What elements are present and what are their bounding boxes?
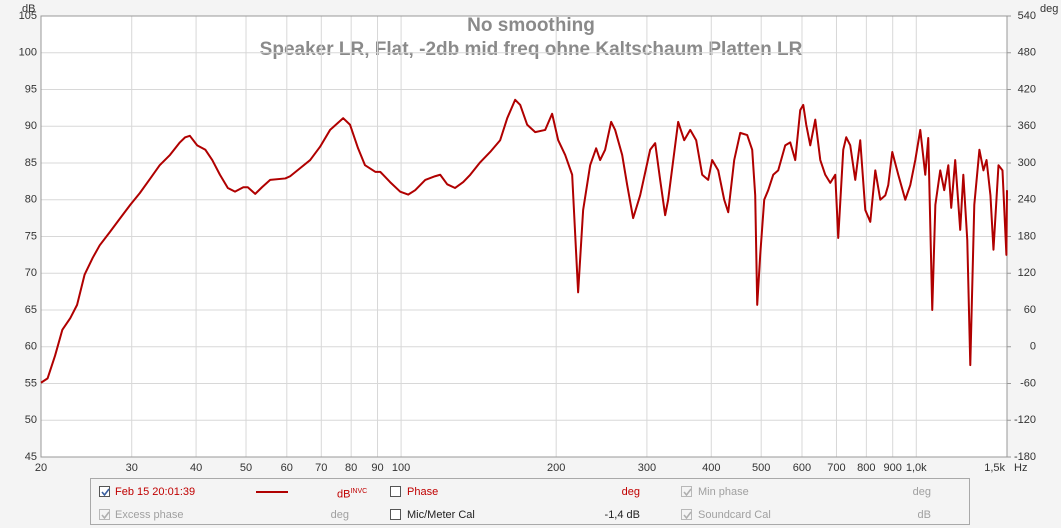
unit: dBINVC (337, 485, 367, 502)
y2-tick-label: -180 (1014, 451, 1036, 463)
cal-value: -1,4 dB (604, 509, 640, 521)
legend-entry: Excess phase (115, 509, 184, 521)
y-tick-label: 90 (25, 120, 37, 132)
x-axis-label: Hz (1014, 462, 1027, 474)
x-tick-label: 100 (392, 462, 410, 474)
y-tick-label: 80 (25, 194, 37, 206)
x-tick-label: 1,0k (906, 462, 927, 474)
x-tick-label: 200 (547, 462, 565, 474)
y-tick-label: 100 (19, 47, 37, 59)
y2-tick-label: 0 (1030, 341, 1036, 353)
x-tick-label: 700 (827, 462, 845, 474)
y2-tick-label: 540 (1018, 10, 1036, 22)
y-tick-label: 65 (25, 304, 37, 316)
y-tick-label: 75 (25, 230, 37, 242)
y2-tick-label: 240 (1018, 194, 1036, 206)
checkbox (99, 509, 110, 520)
legend-entry: Min phase (698, 486, 749, 498)
x-tick-label: 600 (793, 462, 811, 474)
y-axis-label: dB (22, 3, 35, 15)
y2-tick-label: -60 (1020, 377, 1036, 389)
chart: No smoothing Speaker LR, Flat, -2db mid … (19, 3, 1059, 474)
x-tick-label: 30 (126, 462, 138, 474)
chart-subtitle: Speaker LR, Flat, -2db mid freq ohne Kal… (260, 39, 803, 60)
unit-flag: INVC (350, 488, 368, 495)
x-tick-label: 900 (884, 462, 902, 474)
y-tick-label: 55 (25, 377, 37, 389)
legend-swatch (256, 491, 288, 493)
chart-title: No smoothing (467, 15, 595, 36)
legend-entry: Soundcard Cal (698, 509, 771, 521)
unit: deg (621, 486, 640, 498)
x-tick-label: 1,5k (984, 462, 1005, 474)
y-tick-label: 50 (25, 414, 37, 426)
y2-tick-label: 300 (1018, 157, 1036, 169)
unit: dB (917, 509, 931, 521)
checkbox[interactable] (99, 486, 110, 497)
y2-tick-label: 60 (1024, 304, 1036, 316)
y2-tick-label: 360 (1018, 120, 1036, 132)
x-tick-label: 80 (345, 462, 357, 474)
y2-axis-label: deg (1040, 3, 1058, 15)
x-tick-label: 300 (638, 462, 656, 474)
x-tick-label: 90 (371, 462, 383, 474)
checkbox (681, 486, 692, 497)
legend-entry: Feb 15 20:01:39 (115, 486, 196, 498)
x-tick-label: 60 (281, 462, 293, 474)
x-tick-label: 20 (35, 462, 47, 474)
y-tick-label: 105 (19, 10, 37, 22)
y-tick-label: 60 (25, 341, 37, 353)
y2-tick-label: 120 (1018, 267, 1036, 279)
y2-tick-label: -120 (1014, 414, 1036, 426)
checkbox[interactable] (390, 486, 401, 497)
x-tick-label: 70 (315, 462, 327, 474)
legend-entry: Phase (407, 486, 439, 498)
legend-entry: Mic/Meter Cal (407, 509, 475, 521)
y-tick-label: 45 (25, 451, 37, 463)
x-tick-label: 400 (702, 462, 720, 474)
legend-panel: Feb 15 20:01:39 dBINVC Phase deg Min pha… (90, 478, 970, 525)
y2-tick-label: 180 (1018, 230, 1036, 242)
x-tick-label: 500 (752, 462, 770, 474)
y-tick-label: 70 (25, 267, 37, 279)
y-tick-label: 95 (25, 83, 37, 95)
y2-tick-label: 420 (1018, 83, 1036, 95)
x-tick-label: 800 (857, 462, 875, 474)
checkbox[interactable] (390, 509, 401, 520)
unit-text: dB (337, 488, 351, 501)
unit: deg (330, 509, 349, 521)
data-line (40, 98, 1008, 384)
unit: deg (912, 486, 931, 498)
x-tick-label: 50 (240, 462, 252, 474)
checkbox (681, 509, 692, 520)
y-tick-label: 85 (25, 157, 37, 169)
y2-tick-label: 480 (1018, 47, 1036, 59)
x-tick-label: 40 (190, 462, 202, 474)
